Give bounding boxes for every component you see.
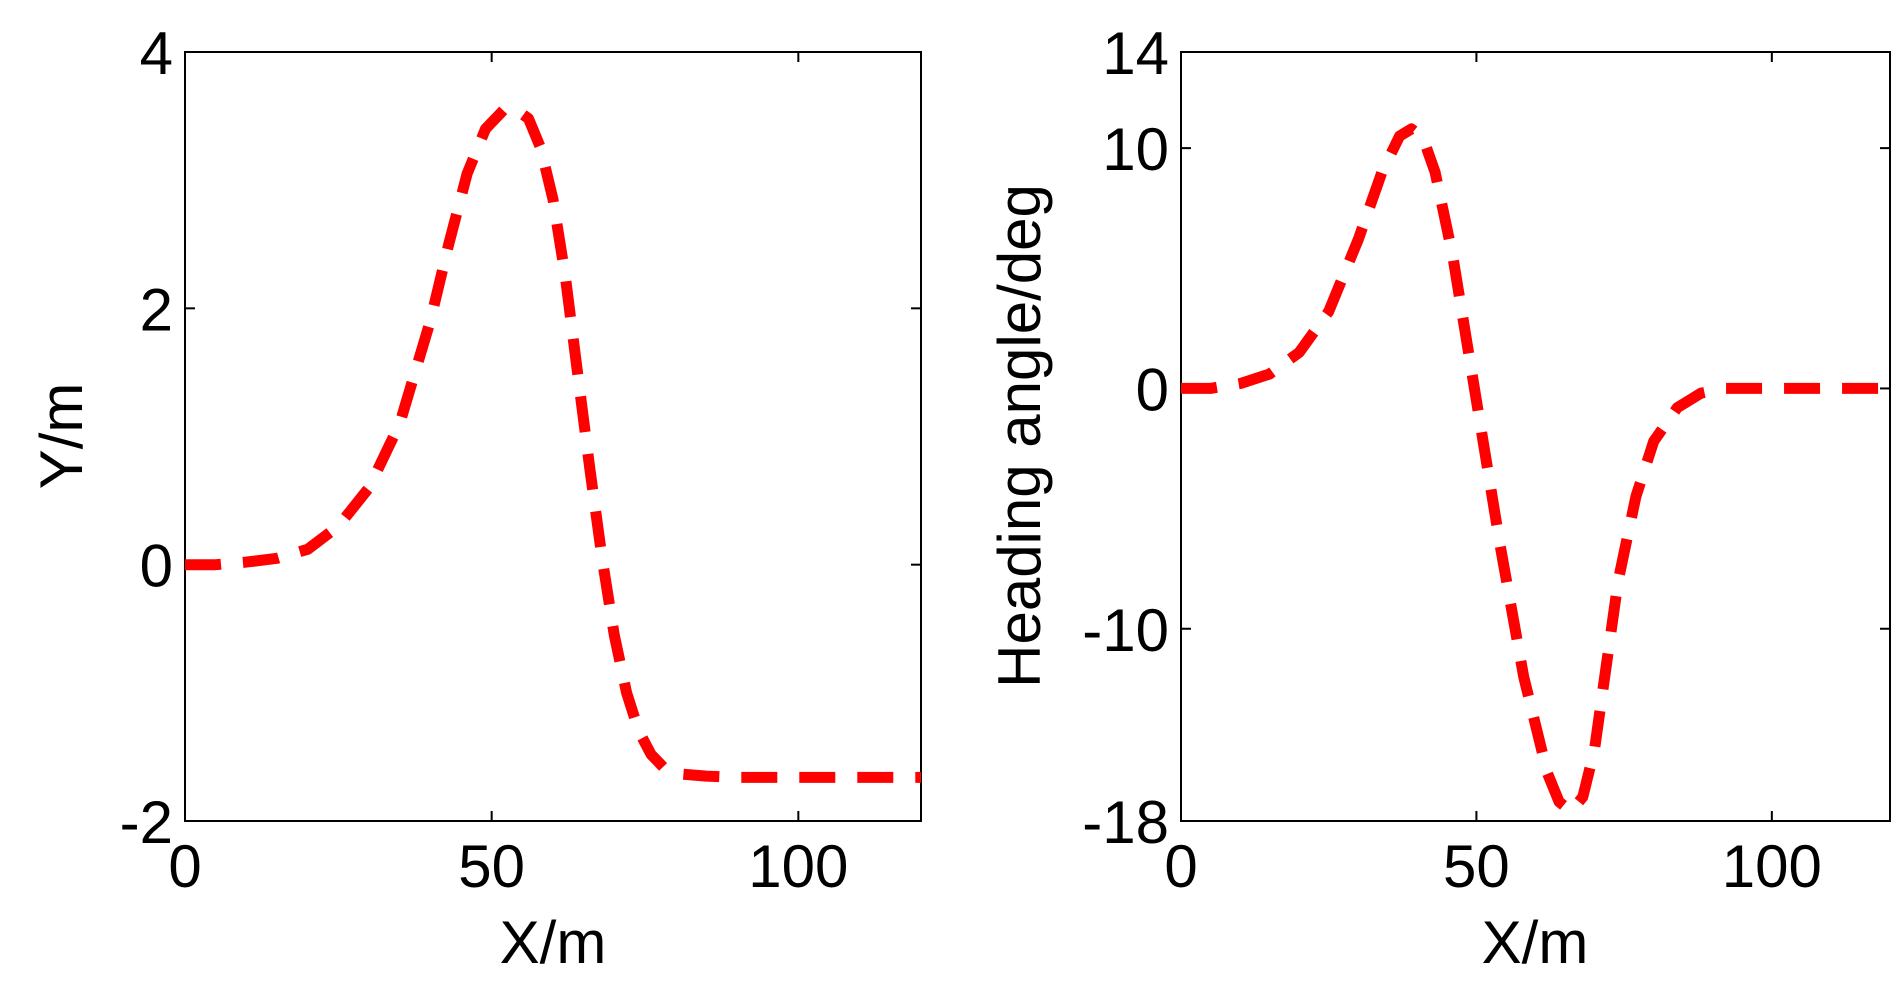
right-y-tick-label: 14 [1102, 20, 1169, 87]
left-x-tick-label: 50 [458, 833, 525, 900]
right-y-tick-label: -10 [1082, 597, 1169, 664]
left-series-line [185, 104, 921, 783]
left-x-tick-label: 0 [168, 833, 201, 900]
left-plot-frame [184, 51, 922, 822]
left-y-tick-label: -2 [120, 789, 173, 856]
right-y-tick-label: -18 [1082, 789, 1169, 856]
right-y-axis-label: Heading angle/deg [986, 184, 1053, 688]
right-x-axis-label: X/m [1482, 909, 1589, 976]
left-x-axis-label: X/m [500, 909, 607, 976]
right-x-tick-label: 50 [1443, 833, 1510, 900]
left-y-axis-label: Y/m [28, 383, 95, 490]
right-x-tick-label: 100 [1722, 833, 1822, 900]
left-x-tick-label: 100 [748, 833, 848, 900]
right-ticks [1180, 51, 1890, 822]
right-tick-labels: 0 50 100 -18 -10 0 10 14 [1082, 20, 1822, 900]
left-y-tick-label: 2 [140, 276, 173, 343]
left-y-tick-label: 0 [140, 533, 173, 600]
right-series-line [1181, 123, 1890, 817]
right-y-tick-label: 10 [1102, 116, 1169, 183]
right-y-tick-label: 0 [1136, 356, 1169, 423]
left-y-tick-label: 4 [140, 20, 173, 87]
right-x-tick-label: 0 [1164, 833, 1197, 900]
right-plot-frame [1180, 51, 1891, 822]
chart-heading-angle-vs-x: 0 50 100 -18 -10 0 10 14 X/m Heading angle/deg [986, 20, 1891, 976]
